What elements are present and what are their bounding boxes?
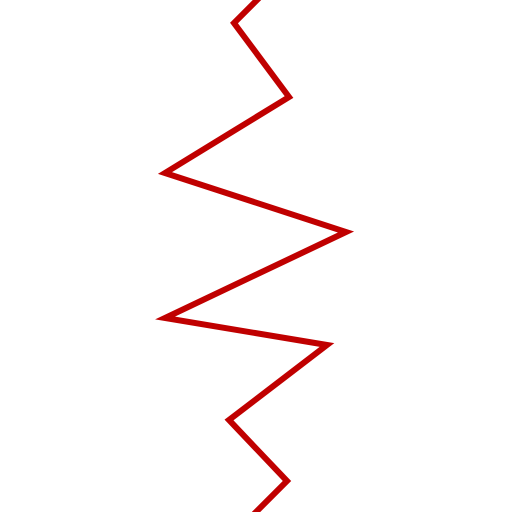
- zigzag-line: [155, 0, 355, 512]
